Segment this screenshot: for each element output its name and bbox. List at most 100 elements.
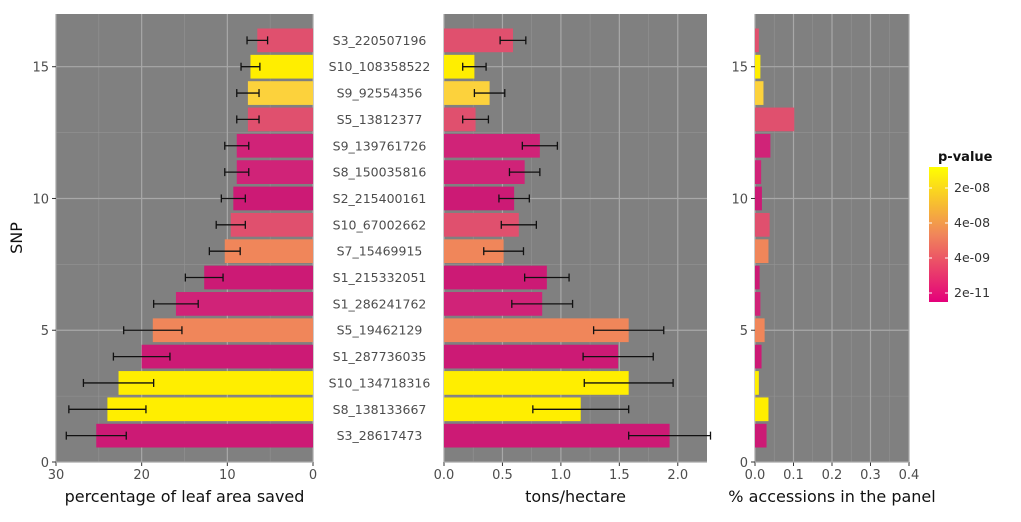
x-axis-title: tons/hectare — [525, 487, 626, 506]
error-bar — [462, 62, 487, 71]
p-value-legend: p-value 2e-08 4e-08 4e-09 2e-11 — [929, 150, 993, 302]
error-bar — [184, 273, 224, 282]
bar-tons — [444, 186, 515, 211]
bar-acc — [755, 212, 770, 237]
bar-tons — [444, 212, 519, 237]
bar-acc — [755, 371, 759, 395]
snp-label: S7_15469915 — [337, 244, 423, 259]
bar-leaf — [175, 292, 313, 316]
error-bar — [582, 352, 654, 361]
error-bar — [65, 431, 127, 440]
bar-tons — [444, 397, 581, 422]
bar-acc — [755, 186, 762, 211]
snp-label: S10_108358522 — [329, 59, 431, 74]
snp-label: S9_92554356 — [337, 86, 423, 101]
x-tick-label: 0 — [309, 468, 317, 483]
bar-leaf — [236, 160, 313, 184]
bar-acc — [755, 28, 759, 53]
bar-tons — [444, 107, 476, 132]
bar-leaf — [257, 28, 313, 53]
error-bar — [524, 273, 570, 282]
bar-leaf — [236, 133, 313, 158]
x-axis-title: percentage of leaf area saved — [65, 487, 305, 506]
bar-tons — [444, 81, 490, 105]
error-bar — [153, 299, 199, 308]
snp-label: S3_220507196 — [333, 33, 427, 48]
x-tick-label: 0.1 — [783, 468, 804, 483]
snp-label: S1_286241762 — [333, 296, 427, 311]
error-bar — [628, 431, 712, 440]
snp-label: S3_28617473 — [337, 428, 423, 443]
bar-acc — [755, 292, 761, 316]
bar-leaf — [233, 186, 313, 211]
error-bar — [473, 89, 506, 98]
snp-label: S1_215332051 — [333, 270, 427, 285]
bar-tons — [444, 423, 670, 448]
error-bar — [68, 405, 147, 414]
bar-leaf — [247, 81, 313, 105]
snp-label: S10_134718316 — [329, 375, 431, 390]
bar-tons — [444, 318, 629, 343]
x-tick-label: 2.0 — [667, 468, 688, 483]
x-tick-label: 1.5 — [609, 468, 630, 483]
bar-leaf — [224, 239, 313, 264]
error-bar — [583, 378, 674, 387]
bar-leaf — [118, 371, 313, 395]
y-tick-label-left: 0 — [41, 456, 49, 471]
error-bar — [220, 194, 246, 203]
x-tick-label: 20 — [133, 468, 150, 483]
legend-color-bar — [929, 167, 948, 302]
bar-acc — [755, 239, 769, 264]
x-tick-label: 0.0 — [745, 468, 766, 483]
x-tick-label: 1.0 — [551, 468, 572, 483]
snp-label-column: S3_28617473 S8_138133667 S10_134718316 S1_2… — [329, 33, 431, 443]
bar-tons — [444, 371, 629, 395]
error-bar — [511, 299, 574, 308]
bar-leaf — [230, 212, 313, 237]
bar-leaf — [152, 318, 313, 343]
bar-tons — [444, 28, 513, 53]
panel-accessions: 0.0 0.1 0.2 0.3 0.4 % accessions in the panel — [728, 14, 936, 506]
error-bar — [224, 168, 250, 177]
bar-acc — [755, 160, 762, 184]
legend-title: p-value — [938, 150, 993, 165]
x-tick-label: 0.2 — [822, 468, 843, 483]
error-bar — [82, 378, 155, 387]
error-bar — [215, 220, 246, 229]
error-bar — [123, 326, 183, 335]
error-bar — [499, 36, 527, 45]
x-axis-title: % accessions in the panel — [728, 487, 935, 506]
error-bar — [483, 247, 525, 256]
error-bar — [592, 326, 665, 335]
y-tick-label-left: 15 — [32, 61, 49, 76]
error-bar — [462, 115, 490, 124]
error-bar — [112, 352, 171, 361]
bar-leaf — [204, 265, 313, 290]
legend-label: 2e-08 — [954, 180, 990, 195]
y-tick-label-right: 10 — [731, 192, 748, 207]
legend-label: 2e-11 — [954, 285, 990, 300]
error-bar — [500, 220, 537, 229]
snp-label: S5_13812377 — [337, 112, 423, 127]
bar-acc — [755, 344, 762, 369]
bar-tons — [444, 133, 540, 158]
y-tick-label-right: 0 — [740, 456, 748, 471]
panel-tons-hectare: 0.0 0.5 1.0 1.5 2.0 tons/hectare — [434, 14, 712, 506]
x-tick-label: 10 — [219, 468, 236, 483]
bar-acc — [755, 397, 769, 422]
snp-label: S1_287736035 — [333, 349, 427, 364]
error-bar — [236, 89, 260, 98]
y-tick-label-right: 5 — [740, 324, 748, 339]
bar-acc — [755, 423, 767, 448]
legend-label: 4e-09 — [954, 250, 990, 265]
error-bar — [508, 168, 541, 177]
x-tick-label: 0.3 — [860, 468, 881, 483]
snp-label: S10_67002662 — [333, 217, 427, 232]
bar-tons — [444, 160, 525, 184]
y-axis-title: SNP — [7, 222, 26, 254]
bar-tons — [444, 54, 475, 79]
bar-tons — [444, 239, 504, 264]
bar-acc — [755, 107, 795, 132]
